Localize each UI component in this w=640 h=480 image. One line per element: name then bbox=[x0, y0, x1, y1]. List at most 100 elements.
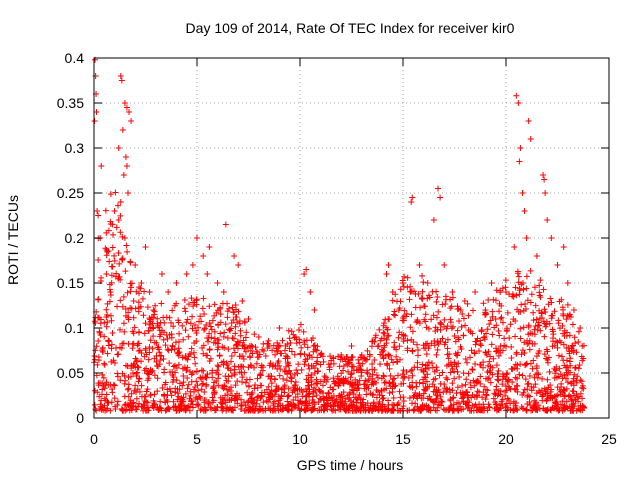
data-point bbox=[474, 335, 481, 342]
data-point bbox=[372, 332, 379, 339]
data-point bbox=[214, 280, 221, 286]
data-point bbox=[251, 385, 258, 392]
data-point bbox=[226, 397, 233, 404]
data-point bbox=[503, 289, 509, 295]
data-point bbox=[288, 375, 295, 382]
data-point bbox=[517, 325, 524, 332]
data-point bbox=[523, 273, 530, 280]
data-point bbox=[144, 304, 151, 311]
data-point bbox=[465, 370, 472, 377]
data-point bbox=[430, 217, 437, 223]
data-point bbox=[459, 382, 466, 389]
data-point bbox=[144, 377, 151, 384]
data-point bbox=[536, 405, 543, 412]
data-point bbox=[482, 396, 489, 403]
data-point bbox=[101, 333, 108, 340]
data-point bbox=[497, 387, 504, 394]
data-point bbox=[349, 354, 356, 361]
data-point bbox=[436, 372, 443, 379]
data-point bbox=[258, 382, 265, 389]
data-point bbox=[277, 350, 284, 357]
data-point bbox=[368, 338, 375, 345]
data-point bbox=[326, 366, 333, 373]
data-point bbox=[127, 280, 134, 287]
data-point bbox=[156, 333, 163, 340]
data-point bbox=[188, 345, 195, 352]
data-point bbox=[533, 362, 540, 369]
data-point bbox=[369, 361, 376, 367]
data-point bbox=[369, 392, 376, 399]
data-point bbox=[421, 303, 428, 310]
data-point bbox=[246, 383, 253, 390]
data-point bbox=[219, 400, 226, 407]
data-point bbox=[103, 271, 110, 277]
data-point bbox=[232, 302, 239, 309]
data-point bbox=[407, 288, 414, 295]
data-point bbox=[381, 344, 388, 351]
data-point bbox=[151, 401, 158, 408]
data-point bbox=[400, 394, 407, 401]
data-point bbox=[229, 392, 236, 399]
y-axis-label: ROTI / TECUs bbox=[5, 195, 21, 285]
data-point bbox=[92, 319, 99, 326]
data-points bbox=[91, 56, 588, 414]
data-point bbox=[536, 322, 543, 329]
data-point bbox=[181, 364, 188, 371]
data-point bbox=[533, 253, 540, 259]
data-point bbox=[478, 361, 485, 368]
data-point bbox=[569, 403, 576, 410]
data-point bbox=[151, 372, 158, 379]
data-point bbox=[91, 401, 98, 408]
data-point bbox=[171, 302, 178, 309]
data-point bbox=[379, 352, 386, 358]
data-point bbox=[557, 391, 564, 398]
data-point bbox=[214, 346, 221, 353]
data-point bbox=[553, 398, 560, 405]
data-point bbox=[147, 391, 154, 398]
data-point bbox=[94, 314, 101, 321]
data-point bbox=[479, 394, 486, 401]
data-point bbox=[560, 357, 567, 364]
data-point bbox=[369, 366, 376, 373]
data-point bbox=[108, 358, 115, 365]
data-point bbox=[210, 397, 217, 404]
data-point bbox=[207, 404, 214, 411]
data-point bbox=[164, 386, 171, 393]
data-point bbox=[138, 350, 145, 357]
data-point bbox=[353, 385, 360, 392]
data-point bbox=[186, 407, 193, 414]
data-point bbox=[517, 335, 524, 342]
data-point bbox=[370, 381, 377, 388]
data-point bbox=[549, 335, 556, 342]
data-point bbox=[572, 340, 579, 347]
data-point bbox=[570, 382, 577, 389]
data-point bbox=[532, 406, 539, 413]
data-point bbox=[434, 367, 441, 374]
data-point bbox=[178, 402, 185, 409]
data-point bbox=[554, 392, 561, 399]
data-point bbox=[560, 386, 567, 393]
data-point bbox=[433, 288, 440, 295]
data-point bbox=[206, 357, 213, 364]
data-point bbox=[312, 346, 319, 353]
data-point bbox=[433, 351, 440, 358]
data-point bbox=[444, 376, 451, 383]
data-point bbox=[104, 300, 111, 307]
data-point bbox=[575, 328, 582, 335]
data-point bbox=[206, 320, 213, 327]
data-point bbox=[483, 391, 490, 398]
data-point bbox=[164, 392, 171, 399]
data-point bbox=[111, 395, 118, 402]
data-point bbox=[535, 402, 542, 409]
data-point bbox=[104, 350, 111, 357]
data-point bbox=[122, 154, 129, 160]
data-point bbox=[271, 375, 278, 382]
data-point bbox=[533, 390, 540, 397]
data-point bbox=[254, 397, 261, 404]
data-point bbox=[239, 353, 246, 360]
data-point bbox=[348, 370, 355, 377]
data-point bbox=[441, 385, 448, 392]
data-point bbox=[286, 345, 293, 352]
data-point bbox=[228, 358, 235, 365]
data-point bbox=[228, 372, 235, 379]
